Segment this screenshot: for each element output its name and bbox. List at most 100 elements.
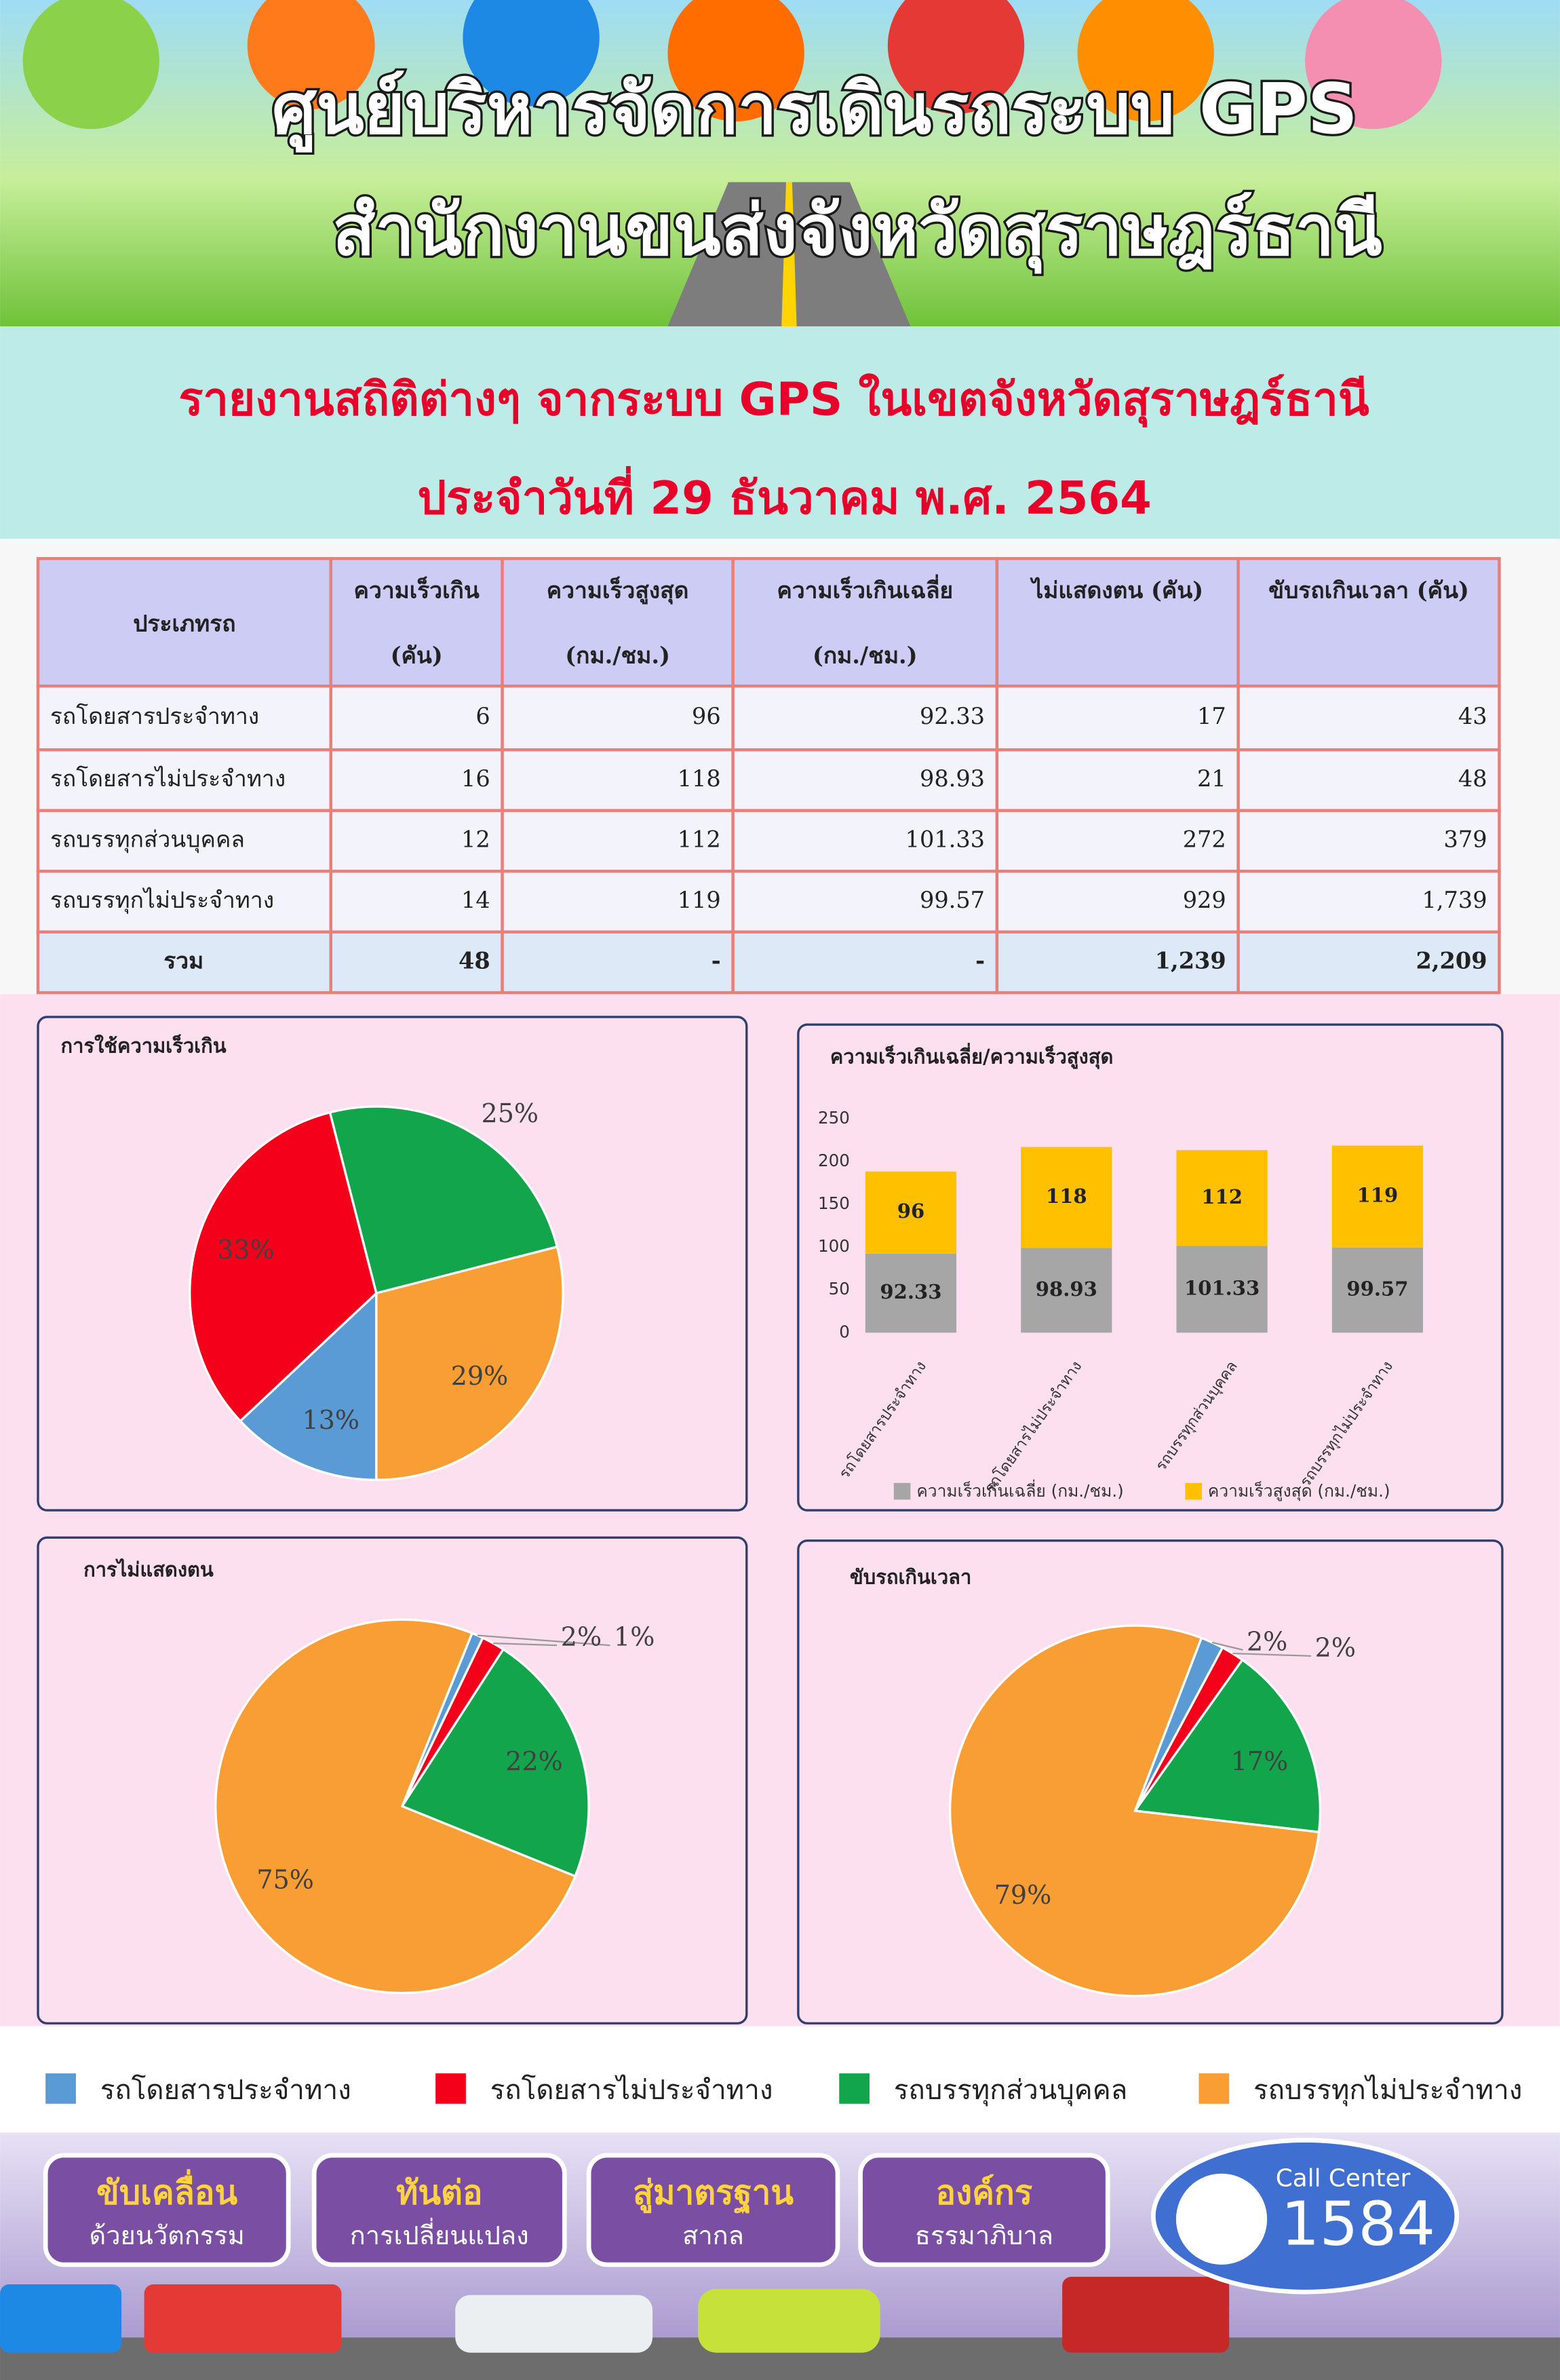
report-title: รายงานสถิติต่างๆ จากระบบ GPS ในเขตจังหวั…: [178, 372, 1369, 427]
van: [455, 2295, 653, 2353]
table-cell: [329, 869, 504, 934]
table-cell: [501, 684, 735, 752]
table-cell-text: 1,239: [1155, 946, 1226, 974]
mascot: [22, 0, 159, 130]
header-title: ศูนย์บริหารจัดการเดินรถระบบ GPS: [272, 69, 1358, 153]
data-label: 79%: [994, 1880, 1052, 1910]
pie-slice: [189, 1111, 378, 1423]
legend-label: รถโดยสารไม่ประจำทาง: [490, 2074, 773, 2106]
mascot: [247, 0, 375, 110]
y-tick-label: 250: [818, 1108, 850, 1128]
pie-slice: [214, 1618, 577, 1995]
chart-title: การใช้ความเร็วเกิน: [61, 1034, 227, 1058]
legend-swatch: [1185, 1482, 1202, 1500]
table-cell: [329, 930, 504, 995]
badge-title: สู่มาตรฐาน: [633, 2173, 794, 2214]
badge-subtitle: สากล: [682, 2221, 744, 2250]
leader-line: [493, 1642, 558, 1647]
table-cell-text: 14: [461, 887, 490, 913]
table-cell: [1236, 557, 1501, 688]
data-label: 25%: [482, 1098, 539, 1128]
table-header: (กม./ชม.): [565, 642, 670, 669]
report-date: ประจำวันที่ 29 ธันวาคม พ.ศ. 2564: [418, 465, 1152, 524]
chart-title: การไม่แสดงตน: [83, 1558, 214, 1581]
road-line: [781, 182, 797, 327]
table-cell: [731, 748, 999, 812]
badge-title: ขับเคลื่อน: [96, 2169, 237, 2212]
leader-line: [477, 1634, 610, 1647]
table-cell-text: 379: [1444, 826, 1487, 852]
table-cell-text: 21: [1197, 765, 1226, 792]
pie-slice: [948, 1624, 1321, 1997]
table-cell: [995, 930, 1240, 995]
data-label: 33%: [217, 1235, 275, 1265]
table-header: (กม./ชม.): [813, 642, 918, 669]
badge: [586, 2153, 840, 2267]
table-cell: [36, 557, 333, 688]
table-cell-text: 101.33: [905, 826, 985, 852]
taxi: [698, 2288, 880, 2353]
mascot: [1077, 0, 1214, 121]
table-header: ความเร็วเกิน: [354, 576, 480, 604]
bar-segment: [1021, 1248, 1112, 1333]
table-cell: [36, 748, 333, 812]
table-cell-text: 2,209: [1416, 946, 1487, 974]
data-label: 96: [897, 1199, 924, 1223]
table-cell-text: 16: [461, 765, 490, 792]
legend-label: รถบรรทุกส่วนบุคคล: [894, 2075, 1128, 2107]
table: ประเภทรถ ความเร็วเกิน (คัน) ความเร็วสูงสุด (…: [36, 557, 1501, 995]
table-cell-text: 112: [678, 826, 721, 852]
y-tick-label: 50: [829, 1279, 850, 1299]
charts: การใช้ความเร็วเกิน 13% 33% 25% 29% ความเร็วเก…: [37, 1016, 1504, 2024]
data-label: 99.57: [1346, 1277, 1408, 1300]
badge: [43, 2153, 291, 2267]
data-label: 92.33: [880, 1280, 941, 1303]
table-cell: [501, 557, 735, 688]
data-label: 22%: [505, 1746, 563, 1776]
legend-swatch: [435, 2073, 466, 2104]
table-header: ความเร็วเกินเฉลี่ย: [777, 574, 953, 604]
legend-label: รถบรรทุกไม่ประจำทาง: [1253, 2075, 1522, 2107]
table-cell-text: รถบรรทุกส่วนบุคคล: [50, 826, 245, 853]
bar-segment: [865, 1171, 957, 1254]
table-cell: [329, 748, 504, 812]
data-label: 98.93: [1036, 1278, 1097, 1301]
chart-panel: [797, 1023, 1504, 1512]
data-label: 17%: [1231, 1746, 1289, 1776]
data-label: 2%: [561, 1622, 602, 1652]
legend-band: [0, 2026, 1560, 2133]
table-cell-text: -: [975, 946, 985, 974]
table-cell-text: 119: [678, 887, 721, 913]
bar-segment: [1176, 1150, 1268, 1246]
table-cell-text: 96: [692, 703, 721, 729]
table-cell-text: 98.93: [920, 765, 985, 792]
table-cell-text: 1,739: [1422, 887, 1487, 913]
table-cell-text: 118: [678, 765, 721, 792]
pie-slice: [238, 1290, 378, 1481]
bar-segment: [865, 1253, 957, 1333]
mascot: [887, 0, 1025, 114]
table-cell-text: รถบรรทุกไม่ประจำทาง: [50, 887, 274, 914]
table-cell: [501, 809, 735, 873]
data-label: 119: [1357, 1184, 1399, 1207]
header-title: สำนักงานขนส่งจังหวัดสุราษฎร์ธานี: [332, 190, 1382, 274]
table-cell: [731, 557, 999, 688]
table-cell: [731, 930, 999, 995]
badge-subtitle: การเปลี่ยนแปลง: [350, 2217, 529, 2250]
table-cell-text: 6: [475, 703, 490, 729]
badge-title: องค์กร: [936, 2173, 1033, 2212]
mascot: [1305, 0, 1442, 130]
bus: [144, 2284, 342, 2353]
table-cell-text: 48: [1458, 765, 1487, 792]
table-cell-text: รถโดยสารประจำทาง: [50, 703, 259, 729]
y-tick-label: 0: [839, 1322, 850, 1341]
table-cell-text: รถโดยสารไม่ประจำทาง: [50, 765, 286, 792]
table-header: ขับรถเกินเวลา (คัน): [1268, 577, 1469, 604]
y-tick-label: 200: [818, 1151, 850, 1170]
y-tick-label: 100: [818, 1236, 850, 1256]
table-cell: [995, 748, 1240, 812]
y-tick-label: 150: [818, 1193, 850, 1213]
data-label: 101.33: [1184, 1276, 1260, 1299]
